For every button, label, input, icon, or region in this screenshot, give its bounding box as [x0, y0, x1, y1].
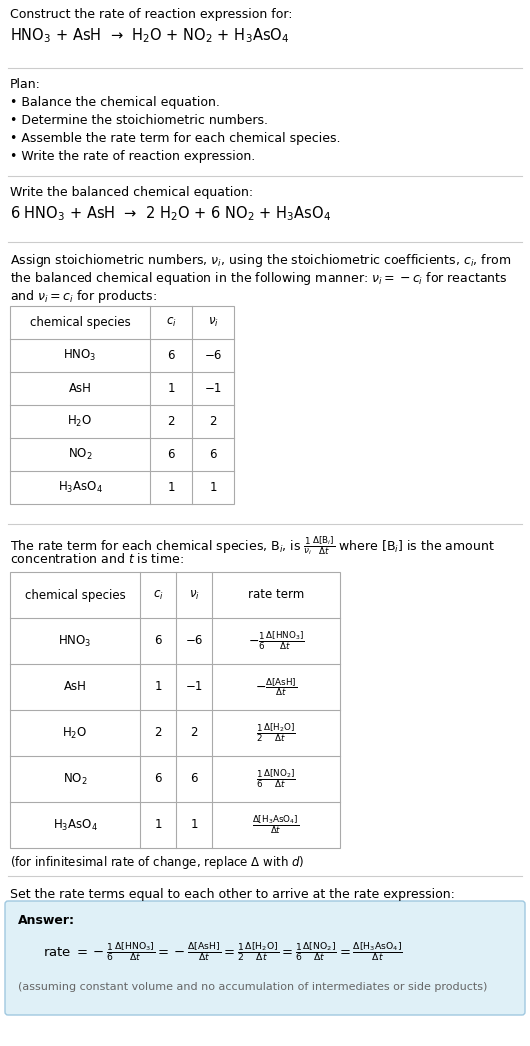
Text: (for infinitesimal rate of change, replace Δ with $d$): (for infinitesimal rate of change, repla… [10, 854, 304, 871]
Text: HNO$_3$: HNO$_3$ [58, 634, 92, 649]
Text: AsH: AsH [64, 681, 86, 693]
Text: H$_3$AsO$_4$: H$_3$AsO$_4$ [58, 480, 102, 495]
Text: (assuming constant volume and no accumulation of intermediates or side products): (assuming constant volume and no accumul… [18, 982, 488, 992]
Text: The rate term for each chemical species, B$_i$, is $\frac{1}{\nu_i}\frac{\Delta[: The rate term for each chemical species,… [10, 535, 495, 556]
Text: 2: 2 [190, 727, 198, 740]
Text: $\nu_i$: $\nu_i$ [189, 589, 199, 601]
Text: 1: 1 [167, 382, 175, 395]
Text: $\frac{\Delta[\mathrm{H_3AsO_4}]}{\Delta t}$: $\frac{\Delta[\mathrm{H_3AsO_4}]}{\Delta… [252, 814, 299, 837]
Text: NO$_2$: NO$_2$ [68, 447, 92, 462]
Text: 6: 6 [154, 635, 162, 647]
Text: 2: 2 [154, 727, 162, 740]
Text: rate $= -\frac{1}{6}\frac{\Delta[\mathrm{HNO_3}]}{\Delta t} = -\frac{\Delta[\mat: rate $= -\frac{1}{6}\frac{\Delta[\mathrm… [43, 940, 403, 963]
Text: −1: −1 [186, 681, 202, 693]
Text: Answer:: Answer: [18, 914, 75, 927]
Text: • Assemble the rate term for each chemical species.: • Assemble the rate term for each chemic… [10, 132, 340, 145]
Text: H$_3$AsO$_4$: H$_3$AsO$_4$ [52, 818, 98, 833]
Text: chemical species: chemical species [30, 316, 130, 329]
Text: 1: 1 [154, 681, 162, 693]
Text: $\frac{1}{6}\frac{\Delta[\mathrm{NO_2}]}{\Delta t}$: $\frac{1}{6}\frac{\Delta[\mathrm{NO_2}]}… [256, 768, 296, 791]
Text: Construct the rate of reaction expression for:: Construct the rate of reaction expressio… [10, 8, 293, 21]
Text: • Write the rate of reaction expression.: • Write the rate of reaction expression. [10, 150, 255, 163]
Text: $-\frac{\Delta[\mathrm{AsH}]}{\Delta t}$: $-\frac{\Delta[\mathrm{AsH}]}{\Delta t}$ [255, 676, 297, 698]
Text: 2: 2 [167, 415, 175, 428]
Text: 6 HNO$_3$ + AsH  →  2 H$_2$O + 6 NO$_2$ + H$_3$AsO$_4$: 6 HNO$_3$ + AsH → 2 H$_2$O + 6 NO$_2$ + … [10, 204, 331, 223]
Text: $\nu_i$: $\nu_i$ [208, 316, 218, 329]
Text: Assign stoichiometric numbers, $\nu_i$, using the stoichiometric coefficients, $: Assign stoichiometric numbers, $\nu_i$, … [10, 252, 511, 269]
Text: and $\nu_i = c_i$ for products:: and $\nu_i = c_i$ for products: [10, 288, 157, 305]
Text: 6: 6 [167, 349, 175, 362]
Text: 6: 6 [154, 773, 162, 786]
Text: HNO$_3$: HNO$_3$ [63, 348, 97, 363]
Text: the balanced chemical equation in the following manner: $\nu_i = -c_i$ for react: the balanced chemical equation in the fo… [10, 270, 508, 287]
Text: $c_i$: $c_i$ [153, 589, 163, 601]
Text: rate term: rate term [248, 589, 304, 601]
Text: 6: 6 [190, 773, 198, 786]
Text: −1: −1 [204, 382, 222, 395]
Text: $\frac{1}{2}\frac{\Delta[\mathrm{H_2O}]}{\Delta t}$: $\frac{1}{2}\frac{\Delta[\mathrm{H_2O}]}… [256, 722, 296, 745]
Text: Set the rate terms equal to each other to arrive at the rate expression:: Set the rate terms equal to each other t… [10, 888, 455, 901]
Text: • Determine the stoichiometric numbers.: • Determine the stoichiometric numbers. [10, 114, 268, 127]
Text: 6: 6 [209, 448, 217, 461]
Text: Write the balanced chemical equation:: Write the balanced chemical equation: [10, 186, 253, 199]
Text: $c_i$: $c_i$ [166, 316, 176, 329]
Bar [10, 572, 340, 848]
Text: HNO$_3$ + AsH  →  H$_2$O + NO$_2$ + H$_3$AsO$_4$: HNO$_3$ + AsH → H$_2$O + NO$_2$ + H$_3$A… [10, 26, 289, 45]
Text: concentration and $t$ is time:: concentration and $t$ is time: [10, 552, 184, 566]
Text: −6: −6 [186, 635, 202, 647]
Text: 1: 1 [209, 481, 217, 494]
Bar [10, 306, 234, 504]
Text: H$_2$O: H$_2$O [67, 414, 93, 429]
Text: 1: 1 [154, 819, 162, 832]
Text: 1: 1 [190, 819, 198, 832]
Text: 1: 1 [167, 481, 175, 494]
Text: Plan:: Plan: [10, 78, 41, 91]
Text: 2: 2 [209, 415, 217, 428]
Text: NO$_2$: NO$_2$ [63, 772, 87, 787]
Text: H$_2$O: H$_2$O [63, 726, 87, 741]
Text: chemical species: chemical species [24, 589, 126, 601]
FancyBboxPatch shape [5, 901, 525, 1015]
Text: $-\frac{1}{6}\frac{\Delta[\mathrm{HNO_3}]}{\Delta t}$: $-\frac{1}{6}\frac{\Delta[\mathrm{HNO_3}… [248, 630, 304, 653]
Text: AsH: AsH [68, 382, 92, 395]
Text: • Balance the chemical equation.: • Balance the chemical equation. [10, 96, 220, 109]
Text: 6: 6 [167, 448, 175, 461]
Text: −6: −6 [204, 349, 222, 362]
